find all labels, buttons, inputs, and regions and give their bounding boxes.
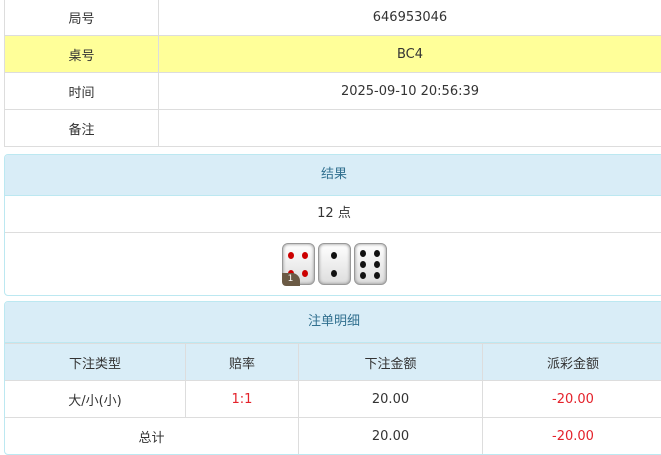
die-pip bbox=[288, 252, 295, 260]
die-pip bbox=[331, 269, 337, 277]
result-title: 结果 bbox=[5, 155, 661, 196]
payout: -20.00 bbox=[482, 380, 661, 418]
die-pip bbox=[373, 272, 380, 280]
die-pip bbox=[373, 249, 380, 257]
die-pip bbox=[373, 261, 380, 268]
label: 桌号 bbox=[4, 35, 159, 73]
label: 备注 bbox=[4, 109, 159, 147]
info-row-table: 桌号 BC4 bbox=[4, 35, 661, 73]
bet-amount: 20.00 bbox=[298, 380, 483, 418]
die-pip bbox=[331, 252, 337, 260]
total-label: 总计 bbox=[5, 417, 299, 454]
label: 局号 bbox=[4, 0, 159, 36]
die-badge: 1 bbox=[281, 273, 300, 286]
dice-display: 1 bbox=[5, 233, 661, 295]
col-header: 派彩金额 bbox=[482, 343, 661, 381]
die-pip bbox=[301, 252, 308, 260]
label: 时间 bbox=[4, 72, 159, 110]
bet-detail-title: 注单明细 bbox=[5, 302, 661, 343]
info-row-time: 时间 2025-09-10 20:56:39 bbox=[4, 72, 661, 110]
col-header: 下注类型 bbox=[5, 343, 186, 381]
col-header: 下注金额 bbox=[298, 343, 483, 381]
die-4: 1 bbox=[281, 243, 315, 286]
value: 2025-09-10 20:56:39 bbox=[158, 72, 661, 110]
die-pip bbox=[360, 249, 367, 257]
round-info-table: 局号 646953046 桌号 BC4 时间 2025-09-10 20:56:39 … bbox=[4, 0, 661, 147]
die-6 bbox=[353, 243, 387, 285]
die-pip bbox=[301, 269, 308, 277]
info-row-round: 局号 646953046 bbox=[4, 0, 661, 36]
bet-type: 大/小(小) bbox=[5, 380, 186, 418]
odds: 1:1 bbox=[185, 380, 299, 418]
total-payout: -20.00 bbox=[482, 417, 661, 454]
table-row: 大/小(小) 1:1 20.00 -20.00 bbox=[5, 380, 661, 418]
info-row-remark: 备注 bbox=[4, 109, 661, 147]
value: BC4 bbox=[158, 35, 661, 73]
value: 646953046 bbox=[158, 0, 661, 36]
die-pip bbox=[360, 272, 367, 280]
result-panel: 结果 12 点 1 bbox=[4, 154, 661, 296]
bet-table: 下注类型 赔率 下注金额 派彩金额 大/小(小) 1:1 20.00 -20.00 总计 20… bbox=[5, 343, 661, 454]
die-2 bbox=[317, 243, 351, 285]
col-header: 赔率 bbox=[185, 343, 299, 381]
bet-detail-panel: 注单明细 下注类型 赔率 下注金额 派彩金额 大/小(小) 1:1 20.00 -20.00… bbox=[4, 301, 661, 455]
total-amount: 20.00 bbox=[298, 417, 483, 454]
result-points: 12 点 bbox=[5, 196, 661, 233]
value bbox=[158, 109, 661, 147]
die-pip bbox=[360, 261, 367, 268]
total-row: 总计 20.00 -20.00 bbox=[5, 417, 661, 454]
